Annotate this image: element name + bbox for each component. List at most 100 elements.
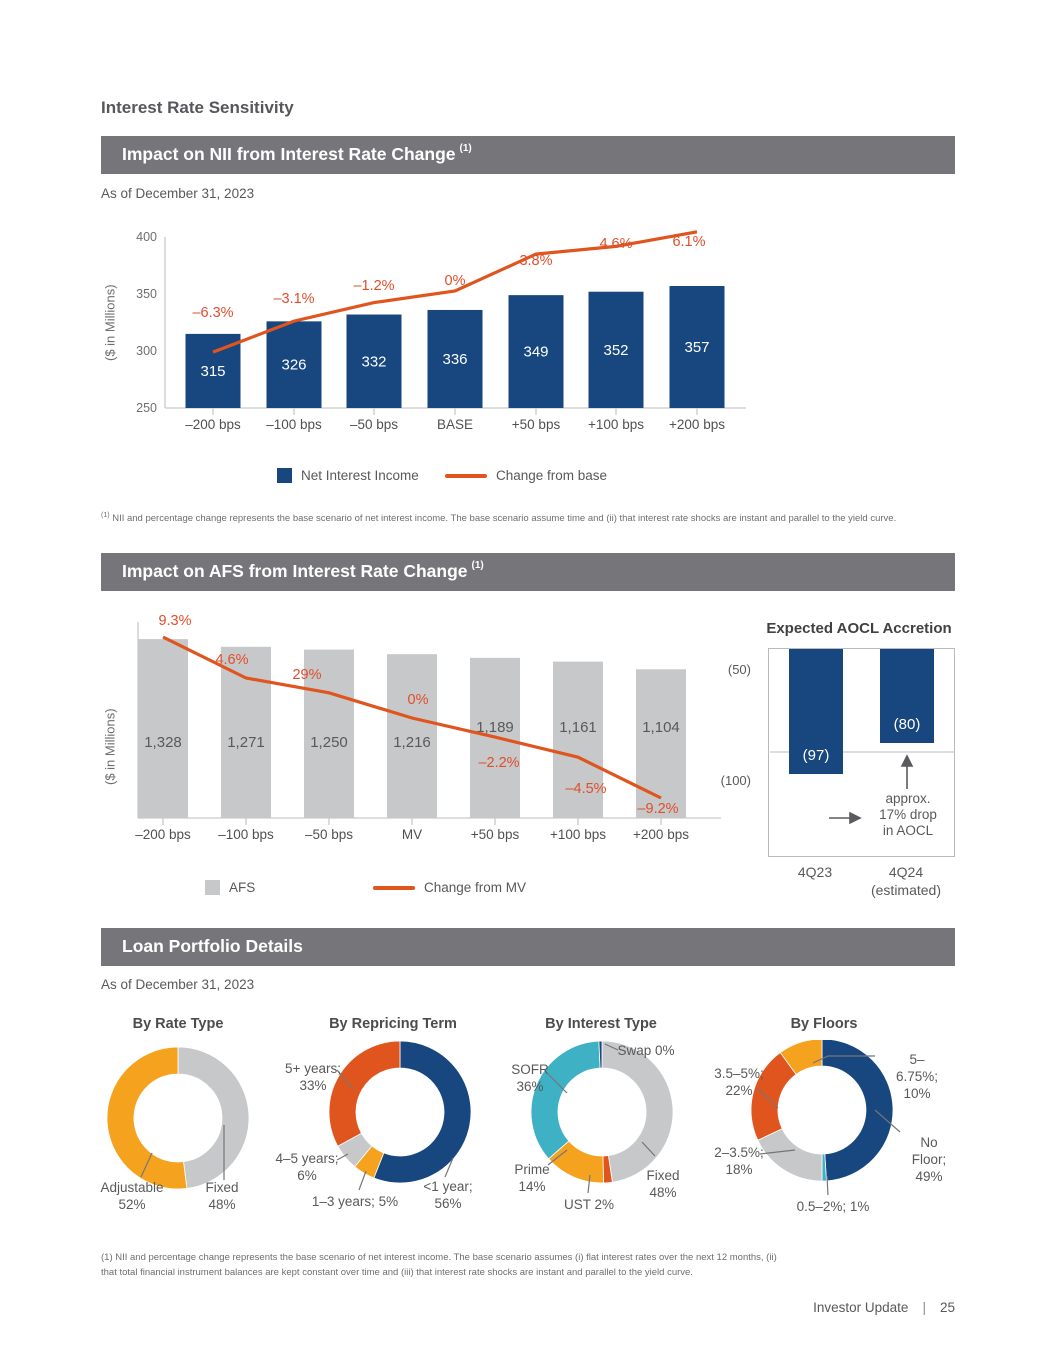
nii-bar-value-0: 315 bbox=[200, 363, 225, 380]
afs-legend-item-line: Change from MV bbox=[373, 880, 526, 895]
interest_type-leader-fixed bbox=[641, 1141, 656, 1157]
rate_type-slice-adjustable bbox=[106, 1046, 188, 1190]
interest_type-leader-swap bbox=[604, 1043, 619, 1051]
nii-bar-value-1: 326 bbox=[281, 357, 306, 374]
section-header-loans-text: Loan Portfolio Details bbox=[122, 936, 303, 956]
floors-label-0-5-2-: 0.5–2%; 1% bbox=[796, 1199, 870, 1214]
interest_type-label-fixed: Fixed 48% bbox=[646, 1168, 680, 1200]
interest_type-label-sofr: SOFR 36% bbox=[511, 1062, 549, 1094]
nii-footnote-text: NII and percentage change represents the… bbox=[109, 513, 897, 525]
rate_type-leader-adjustable bbox=[140, 1152, 153, 1178]
nii-bar-4 bbox=[508, 295, 564, 408]
floors-leader-0-5-2- bbox=[826, 1175, 829, 1196]
afs-legend-item-bar: AFS bbox=[205, 880, 255, 895]
interest_type-label-ust: UST 2% bbox=[563, 1197, 615, 1212]
afs-category-1: –100 bps bbox=[218, 827, 274, 842]
floors-leader-3-5-5- bbox=[757, 1088, 779, 1109]
nii-bar-value-5: 352 bbox=[603, 342, 628, 359]
aocl-value-4q23: (97) bbox=[802, 747, 830, 764]
nii-change-line bbox=[212, 230, 698, 354]
footer-separator: | bbox=[922, 1300, 926, 1315]
afs-pct-label-6: –9.2% bbox=[637, 801, 678, 817]
nii-legend: Net Interest Income Change from base bbox=[101, 468, 955, 488]
as-of-date-loans: As of December 31, 2023 bbox=[101, 977, 255, 992]
afs-category-2: –50 bps bbox=[305, 827, 353, 842]
page-footer: Investor Update | 25 bbox=[813, 1300, 955, 1315]
afs-category-5: +100 bps bbox=[550, 827, 606, 842]
aocl-category-4q23: 4Q23 bbox=[797, 864, 833, 880]
afs-bar-5 bbox=[553, 661, 603, 818]
nii-legend-bar-label: Net Interest Income bbox=[301, 468, 419, 483]
interest_type-leader-ust bbox=[587, 1174, 591, 1194]
floors-label-3-5-5-: 3.5–5%; 22% bbox=[714, 1066, 764, 1098]
afs-category-3: MV bbox=[402, 827, 422, 842]
interest_type-label-swap: Swap 0% bbox=[617, 1043, 675, 1058]
section-header-nii-footnote-marker: (1) bbox=[459, 143, 472, 154]
nii-bar-1 bbox=[266, 321, 322, 408]
nii-ytick-300: 300 bbox=[136, 344, 157, 358]
nii-ytick-350: 350 bbox=[136, 287, 157, 301]
repricing_term-slice-5-years bbox=[328, 1040, 401, 1147]
repricing_term-leader-5-years bbox=[336, 1069, 354, 1090]
nii-bar-value-6: 357 bbox=[684, 339, 709, 356]
afs-legend-line-label: Change from MV bbox=[424, 880, 527, 895]
afs-bar-value-6: 1,104 bbox=[642, 719, 680, 736]
footer-page-number: 25 bbox=[939, 1300, 955, 1315]
interest_type-label-prime: Prime 14% bbox=[514, 1162, 550, 1194]
section-header-afs-text: Impact on AFS from Interest Rate Change bbox=[122, 561, 468, 581]
nii-category-6: +200 bps bbox=[669, 417, 725, 432]
donut-title-repricing-term: By Repricing Term bbox=[329, 1016, 457, 1032]
interest_type-slice-fixed bbox=[601, 1040, 674, 1183]
nii-footnote-marker: (1) bbox=[101, 512, 110, 519]
nii-category-0: –200 bps bbox=[185, 417, 241, 432]
floors-leader-no-floor bbox=[874, 1109, 901, 1133]
donut-title-interest-type: By Interest Type bbox=[545, 1016, 657, 1032]
change-from-base-swatch bbox=[445, 473, 487, 478]
nii-bar-3 bbox=[427, 309, 483, 408]
aocl-title: Expected AOCL Accretion bbox=[766, 620, 952, 637]
nii-pct-label-6: 6.1% bbox=[672, 234, 705, 250]
loans-footnote: (1) NII and percentage change represents… bbox=[101, 1252, 777, 1278]
aocl-category-4q24: 4Q24 (estimated) bbox=[870, 864, 942, 898]
donut-title-rate-type: By Rate Type bbox=[132, 1016, 224, 1032]
nii-category-2: –50 bps bbox=[350, 417, 398, 432]
afs-category-4: +50 bps bbox=[471, 827, 520, 842]
nii-ytick-400: 400 bbox=[136, 230, 157, 244]
nii-bar-5 bbox=[588, 291, 644, 408]
nii-pct-label-5: 4.6% bbox=[599, 236, 632, 252]
floors-leader-5-6-75- bbox=[812, 1055, 875, 1064]
afs-pct-label-1: 4.6% bbox=[215, 652, 248, 668]
afs-change-line bbox=[162, 635, 662, 800]
section-header-afs: Impact on AFS from Interest Rate Change … bbox=[101, 553, 955, 591]
rate_type-label-fixed: Fixed 48% bbox=[205, 1180, 239, 1212]
rate_type-label-adjustable: Adjustable 52% bbox=[100, 1180, 164, 1212]
floors-slice-5-6-75- bbox=[779, 1040, 823, 1075]
nii-legend-line-label: Change from base bbox=[496, 468, 608, 483]
floors-label-no-floor: No Floor; 49% bbox=[911, 1135, 947, 1184]
repricing_term-leader--1-year bbox=[444, 1157, 454, 1178]
afs-section: ($ in Millions) –200 bps 1,328 –100 bps 1,2… bbox=[101, 615, 955, 915]
aocl-ytick-50: (50) bbox=[727, 662, 751, 677]
afs-pct-label-4: –2.2% bbox=[478, 755, 519, 771]
repricing_term-slice--1-year bbox=[373, 1040, 472, 1184]
nii-category-1: –100 bps bbox=[266, 417, 322, 432]
change-from-mv-swatch bbox=[373, 885, 415, 890]
donut-charts-row: Fixed 48% Adjustable 52% <1 year; 56% 1–3 y… bbox=[100, 1040, 955, 1230]
aocl-annotation: approx. 17% drop in AOCL bbox=[879, 791, 937, 838]
nii-chart: 400 350 300 250 –200 bps 315 –100 bps 326 –50 bp… bbox=[136, 230, 746, 432]
afs-bar-6 bbox=[636, 669, 686, 818]
afs-pct-label-0: 9.3% bbox=[158, 615, 191, 629]
afs-legend: AFS Change from MV bbox=[101, 880, 955, 900]
footer-label: Investor Update bbox=[813, 1300, 909, 1315]
floors-slice-2-3-5- bbox=[757, 1128, 823, 1182]
rate_type-slice-fixed bbox=[177, 1046, 250, 1189]
nii-bar-2 bbox=[346, 314, 402, 408]
interest_type-leader-sofr bbox=[547, 1073, 568, 1094]
afs-bar-1 bbox=[221, 646, 271, 818]
afs-bar-value-4: 1,189 bbox=[476, 719, 514, 736]
afs-chart: –200 bps 1,328 –100 bps 1,271 –50 bps 1,250 MV… bbox=[135, 615, 721, 842]
afs-bar-value-0: 1,328 bbox=[144, 734, 182, 751]
section-header-afs-footnote-marker: (1) bbox=[471, 560, 484, 571]
nii-category-4: +50 bps bbox=[512, 417, 561, 432]
repricing_term-label-1-3-years: 1–3 years; 5% bbox=[311, 1194, 399, 1209]
